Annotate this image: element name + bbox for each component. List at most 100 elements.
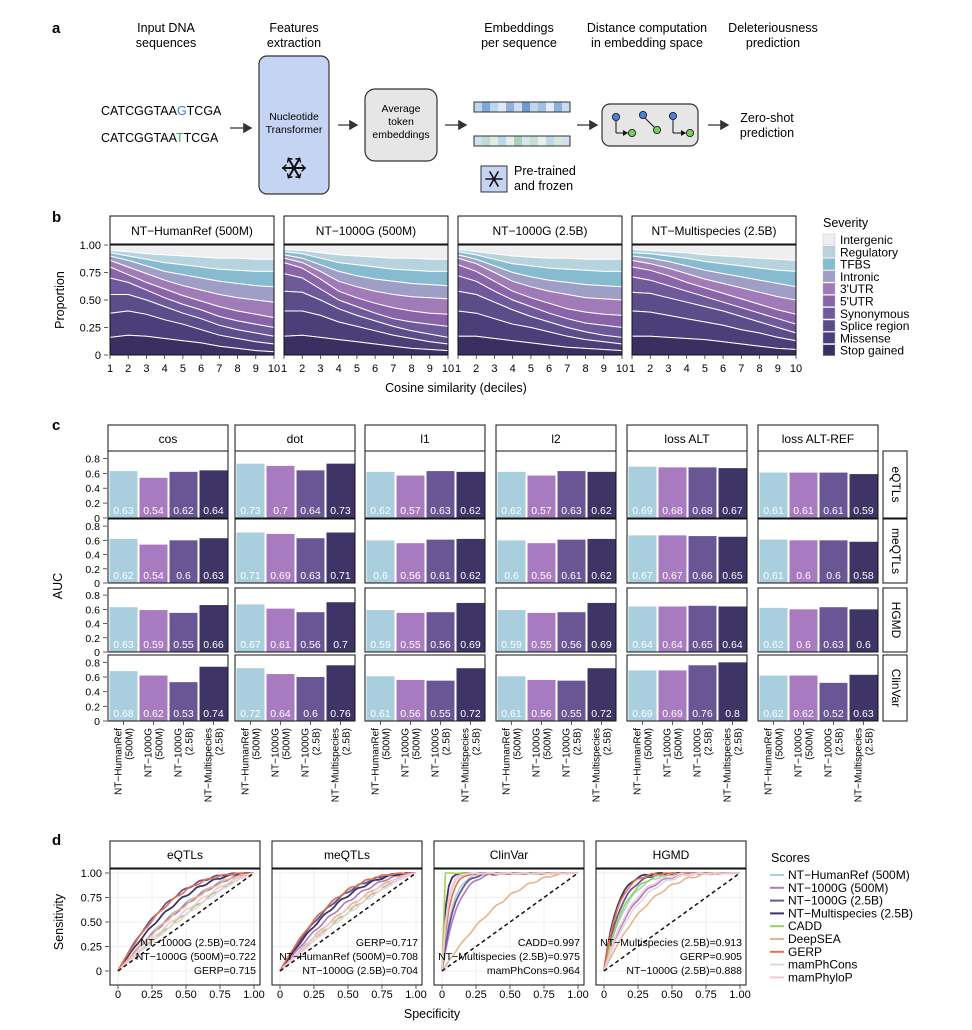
- auc-bar: [139, 610, 168, 652]
- input-sequence-ref: CATCGGTAAGTCGA: [101, 104, 222, 118]
- x-tick-label: 0.25: [303, 989, 324, 1001]
- auc-bar: [789, 675, 818, 721]
- y-tick-label: 0.8: [85, 590, 100, 602]
- roc-curve: [279, 872, 417, 972]
- x-tick-label: 0: [277, 989, 283, 1001]
- y-tick-label: 0.8: [85, 521, 100, 533]
- auc-bar: [628, 535, 657, 583]
- auc-bar: [199, 605, 228, 652]
- auc-bar: [587, 602, 616, 652]
- auc-bar: [759, 539, 788, 583]
- auc-bar: [527, 475, 556, 518]
- roc-facet-title: eQTLs: [167, 848, 203, 862]
- bar-value-label: 0.62: [143, 708, 164, 720]
- legend-title: Scores: [771, 851, 810, 865]
- bar-value-label: 0.74: [203, 708, 224, 720]
- y-tick-label: 0.4: [85, 550, 100, 562]
- auc-bar: [658, 606, 687, 652]
- auc-bar: [759, 472, 788, 518]
- x-tick-label: 0.50: [337, 989, 358, 1001]
- x-tick-label: 1: [281, 363, 287, 375]
- bar-value-label: 0.54: [143, 570, 164, 582]
- bar-value-label: 0.63: [113, 639, 134, 651]
- x-tick-label: 0.50: [175, 989, 196, 1001]
- x-tick-label: NT−1000G(500M): [794, 728, 816, 777]
- auc-bar: [587, 471, 616, 518]
- bar-value-label: 0.56: [561, 639, 582, 651]
- auc-bar: [819, 472, 848, 518]
- roc-curve: [117, 872, 255, 972]
- bar-value-label: 0.56: [430, 639, 451, 651]
- bar-value-label: 0.63: [300, 570, 321, 582]
- auc-bar: [527, 679, 556, 721]
- roc-facet-title: ClinVar: [490, 848, 528, 862]
- y-tick-label: 0.50: [80, 295, 101, 307]
- auc-bar: [426, 612, 455, 652]
- bar-value-label: 0.62: [591, 505, 612, 517]
- auc-annotation: NT−1000G (2.5B)=0.888: [626, 965, 742, 977]
- facet-title: NT−1000G (2.5B): [492, 224, 587, 238]
- auc-bar: [199, 470, 228, 518]
- x-tick-label: 9: [601, 363, 607, 375]
- y-tick-label: 0: [95, 350, 101, 362]
- y-tick-label: 0: [94, 578, 100, 590]
- auc-bar: [296, 677, 325, 721]
- bar-value-label: 0.69: [632, 505, 653, 517]
- x-tick-label: 2: [473, 363, 479, 375]
- legend-label: NT−Multispecies (2.5B): [788, 906, 913, 920]
- bar-value-label: 0.55: [400, 639, 421, 651]
- x-tick-label: 2: [125, 363, 131, 375]
- auc-bar: [266, 608, 295, 652]
- auc-bar: [426, 539, 455, 583]
- legend-label: DeepSEA: [788, 932, 841, 946]
- bar-value-label: 0.55: [430, 708, 451, 720]
- x-tick-label: NT−1000G(500M): [532, 728, 554, 777]
- auc-annotation: GERP=0.715: [194, 965, 256, 977]
- y-tick-label: 0.2: [85, 633, 100, 645]
- panel-a-header: Deleteriousness prediction: [728, 21, 818, 50]
- bar-value-label: 0.62: [763, 639, 784, 651]
- x-tick-label: NT−1000G(500M): [663, 728, 685, 777]
- bar-value-label: 0.71: [240, 570, 261, 582]
- roc-curve: [279, 872, 417, 972]
- legend-label: Synonymous: [840, 307, 909, 321]
- y-tick-label: 0.6: [85, 535, 100, 547]
- x-tick-label: NT−Multispecies(2.5B): [331, 728, 353, 802]
- bar-value-label: 0.72: [240, 708, 261, 720]
- bar-value-label: 0.62: [460, 570, 481, 582]
- x-tick-label: 7: [564, 363, 570, 375]
- row-label: HGMD: [889, 602, 903, 639]
- auc-bar: [139, 477, 168, 518]
- x-tick-label: 3: [665, 363, 671, 375]
- auc-bar: [296, 538, 325, 583]
- auc-bar: [396, 475, 425, 518]
- column-title: dot: [287, 432, 304, 446]
- bar-value-label: 0.67: [240, 639, 261, 651]
- bar-value-label: 0.61: [823, 505, 844, 517]
- bar-value-label: 0.6: [373, 570, 388, 582]
- snowflake-icon: [485, 171, 503, 187]
- bar-value-label: 0.68: [662, 505, 683, 517]
- auc-annotation: NT−HumanRef (500M)=0.708: [279, 951, 418, 963]
- auc-bar: [688, 467, 717, 518]
- auc-bar: [718, 536, 747, 583]
- x-tick-label: 0.50: [499, 989, 520, 1001]
- auc-bar: [326, 602, 355, 652]
- bar-value-label: 0.54: [143, 505, 164, 517]
- auc-bar: [199, 538, 228, 583]
- auc-bar: [236, 463, 265, 518]
- auc-bar: [169, 471, 198, 518]
- y-tick-label: 0.8: [85, 453, 100, 465]
- x-tick-label: NT−HumanRef(500M): [241, 728, 263, 795]
- x-tick-label: NT−HumanRef(500M): [633, 728, 655, 795]
- y-tick-label: 0.50: [81, 917, 102, 929]
- x-tick-label: NT−Multispecies(2.5B): [204, 728, 226, 802]
- embedding-vector-alt: [473, 135, 571, 147]
- bar-value-label: 0.56: [531, 570, 552, 582]
- x-tick-label: 4: [162, 363, 168, 375]
- x-tick-label: 5: [528, 363, 534, 375]
- bar-value-label: 0.53: [173, 708, 194, 720]
- x-tick-label: 8: [408, 363, 414, 375]
- bar-value-label: 0.6: [176, 570, 191, 582]
- nucleotide-transformer-box: [258, 55, 330, 195]
